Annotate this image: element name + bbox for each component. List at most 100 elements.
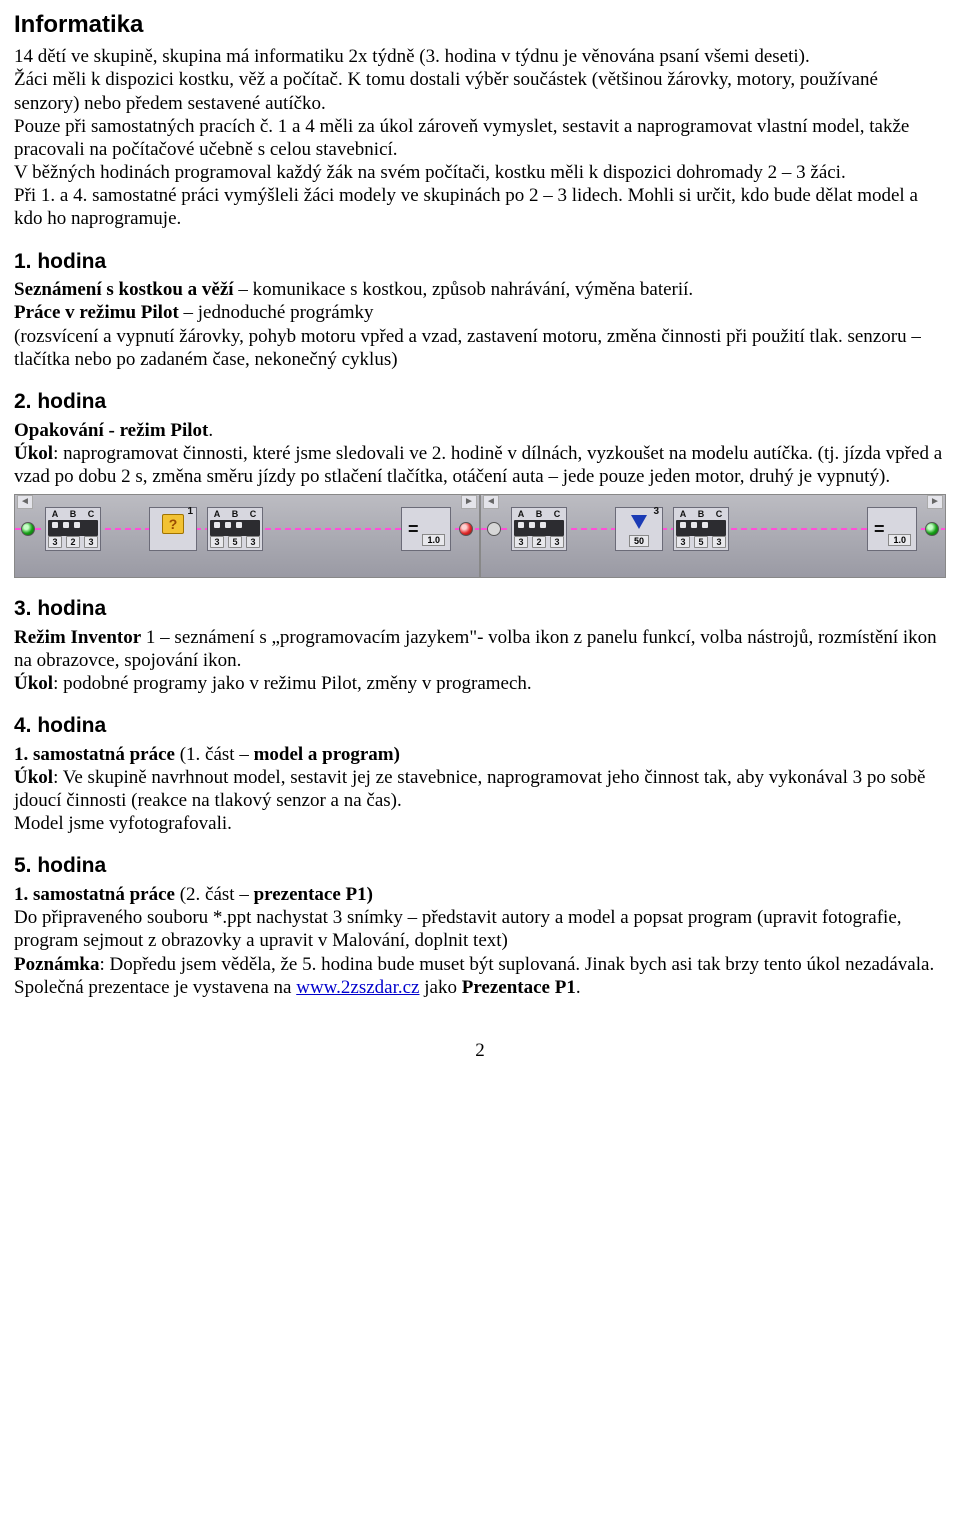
sec-5-body: 1. samostatná práce (2. část – prezentac… — [14, 883, 946, 999]
equals-icon: = — [408, 520, 419, 538]
end-val: 1.0 — [422, 534, 445, 546]
slot-a2: A B C 353 — [207, 507, 263, 551]
num: 3 — [210, 536, 223, 548]
gap-b: 3 50 — [615, 507, 663, 551]
equals-icon: = — [874, 520, 885, 538]
h5-l4c: . — [576, 977, 581, 998]
arrow-down-icon — [631, 515, 647, 529]
h5-l4b: jako — [420, 977, 462, 998]
nav-left-icon: ◄ — [17, 495, 33, 509]
gap-mod: 50 — [629, 535, 649, 547]
hdr: B — [698, 509, 705, 519]
heading-1-hodina: 1. hodina — [14, 249, 946, 275]
h2-l1-r: . — [208, 420, 213, 441]
h1-l2-b: Práce v režimu Pilot — [14, 302, 179, 323]
h5-l3-r: : Dopředu jsem věděla, že 5. hodina bude… — [100, 954, 935, 975]
led-left — [21, 522, 35, 536]
num: 2 — [532, 536, 545, 548]
nav-right-icon: ► — [927, 495, 943, 509]
gap-top: 1 — [187, 507, 193, 517]
hdr: A — [214, 509, 221, 519]
h5-l2: Do připraveného souboru *.ppt nachystat … — [14, 906, 946, 952]
h5-l4a: Společná prezentace je vystavena na — [14, 977, 296, 998]
robolab-shot-a: ◄ ► ABC 323 1 ? ABC 353 = 1.0 — [14, 494, 480, 578]
slot-a1: A B C 323 — [45, 507, 101, 551]
hdr: A — [680, 509, 687, 519]
led-right — [459, 522, 473, 536]
sec-3-body: Režim Inventor 1 – seznámení s „programo… — [14, 626, 946, 696]
robolab-screenshots: ◄ ► ABC 323 1 ? ABC 353 = 1.0 ◄ ► ABC — [14, 494, 946, 578]
h4-l1-b2: model a program) — [254, 744, 400, 765]
num: 3 — [712, 536, 725, 548]
hdr: C — [554, 509, 561, 519]
led-right — [925, 522, 939, 536]
page-title: Informatika — [14, 10, 946, 39]
page-number: 2 — [14, 1039, 946, 1062]
h5-l1-b2: prezentace P1) — [254, 884, 373, 905]
hdr: A — [518, 509, 525, 519]
nav-right-icon: ► — [461, 495, 477, 509]
hdr: A — [52, 509, 59, 519]
sec-4-body: 1. samostatná práce (1. část – model a p… — [14, 743, 946, 836]
h2-l2-b: Úkol — [14, 443, 53, 464]
hdr: C — [88, 509, 95, 519]
h5-l1-b: 1. samostatná práce — [14, 884, 175, 905]
robolab-shot-b: ◄ ► ABC 323 3 50 ABC 353 = 1.0 — [480, 494, 946, 578]
num: 3 — [514, 536, 527, 548]
h3-l1-b: Režim Inventor — [14, 627, 141, 648]
num: 2 — [66, 536, 79, 548]
hdr: B — [70, 509, 77, 519]
hdr: B — [536, 509, 543, 519]
h4-l2-b: Úkol — [14, 767, 53, 788]
h1-l1-r: – komunikace s kostkou, způsob nahrávání… — [234, 279, 694, 300]
num: 3 — [246, 536, 259, 548]
slot-b2: A B C 353 — [673, 507, 729, 551]
h4-l3: Model jsme vyfotografovali. — [14, 812, 946, 835]
h3-l2-b: Úkol — [14, 673, 53, 694]
num: 3 — [48, 536, 61, 548]
nav-left-icon: ◄ — [483, 495, 499, 509]
h4-l1-b: 1. samostatná práce — [14, 744, 175, 765]
heading-4-hodina: 4. hodina — [14, 713, 946, 739]
slot-b1: A B C 323 — [511, 507, 567, 551]
intro-p1: 14 dětí ve skupině, skupina má informati… — [14, 45, 946, 68]
gap-top: 3 — [653, 507, 659, 517]
intro-p4: V běžných hodinách programoval každý žák… — [14, 161, 946, 184]
intro-block: 14 dětí ve skupině, skupina má informati… — [14, 45, 946, 230]
h4-l2-r: : Ve skupině navrhnout model, sestavit j… — [14, 767, 925, 811]
num: 5 — [228, 536, 241, 548]
hdr: C — [250, 509, 257, 519]
h4-l1-r: (1. část – — [175, 744, 254, 765]
sec-1-body: Seznámení s kostkou a věží – komunikace … — [14, 278, 946, 371]
hdr: B — [232, 509, 239, 519]
h5-l1-r: (2. část – — [175, 884, 254, 905]
endcap-a: = 1.0 — [401, 507, 451, 551]
intro-p2: Žáci měli k dispozici kostku, věž a počí… — [14, 68, 946, 114]
gap-a: 1 ? — [149, 507, 197, 551]
num: 3 — [84, 536, 97, 548]
prezentace-link[interactable]: www.2zszdar.cz — [296, 977, 419, 998]
num: 5 — [694, 536, 707, 548]
h2-l2-r: : naprogramovat činnosti, které jsme sle… — [14, 443, 942, 487]
h3-l2-r: : podobné programy jako v režimu Pilot, … — [53, 673, 532, 694]
end-val: 1.0 — [888, 534, 911, 546]
num: 3 — [550, 536, 563, 548]
sec-2-body: Opakování - režim Pilot. Úkol: naprogram… — [14, 419, 946, 489]
qmark-icon: ? — [162, 514, 184, 534]
intro-p5: Při 1. a 4. samostatné práci vymýšleli ž… — [14, 184, 946, 230]
h2-l1-b: Opakování - režim Pilot — [14, 420, 208, 441]
h1-l3: (rozsvícení a vypnutí žárovky, pohyb mot… — [14, 325, 946, 371]
h1-l1-b: Seznámení s kostkou a věží — [14, 279, 234, 300]
hdr: C — [716, 509, 723, 519]
heading-2-hodina: 2. hodina — [14, 389, 946, 415]
heading-3-hodina: 3. hodina — [14, 596, 946, 622]
led-left — [487, 522, 501, 536]
intro-p3: Pouze při samostatných pracích č. 1 a 4 … — [14, 115, 946, 161]
h5-l3-b: Poznámka — [14, 954, 100, 975]
heading-5-hodina: 5. hodina — [14, 853, 946, 879]
endcap-b: = 1.0 — [867, 507, 917, 551]
h3-l1-r: 1 – seznámení s „programovacím jazykem"-… — [14, 627, 937, 671]
num: 3 — [676, 536, 689, 548]
h5-l4b2: Prezentace P1 — [462, 977, 576, 998]
h1-l2-r: – jednoduché prográmky — [179, 302, 374, 323]
